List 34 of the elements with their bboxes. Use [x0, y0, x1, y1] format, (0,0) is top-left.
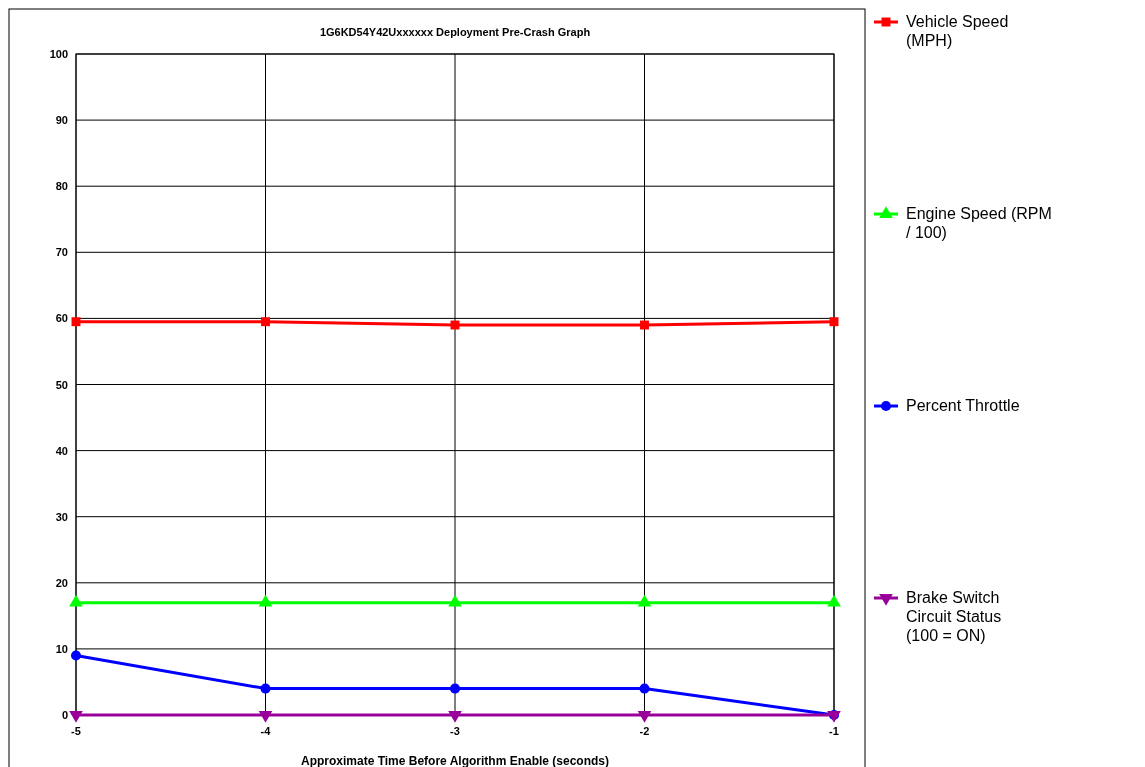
- x-tick-label: -5: [71, 725, 81, 737]
- legend-label: Brake Switch Circuit Status (100 = ON): [906, 589, 1002, 644]
- legend-label: Vehicle Speed (MPH): [906, 13, 1009, 49]
- point: [637, 711, 652, 723]
- legend-label: Percent Throttle: [906, 397, 1020, 414]
- point: [69, 711, 83, 723]
- y-tick-label: 90: [55, 114, 68, 127]
- y-tick-label: 100: [49, 48, 68, 60]
- legend-label: Engine Speed (RPM / 100): [906, 205, 1052, 241]
- point: [258, 711, 273, 723]
- point: [639, 683, 650, 694]
- x-tick-label: -4: [260, 725, 272, 737]
- y-tick-label: 50: [55, 378, 68, 391]
- x-tick-label: -2: [639, 725, 650, 737]
- y-tick-label: 60: [55, 312, 68, 325]
- y-tick-label: 70: [55, 246, 68, 259]
- x-axis-title: Approximate Time Before Algorithm Enable (seconds): [300, 754, 610, 767]
- x-tick-label: -3: [450, 725, 460, 737]
- point: [261, 317, 270, 327]
- chart-title: 1G6KD54Y42Uxxxxxx Deployment Pre-Crash Graph: [319, 26, 591, 38]
- y-tick-label: 10: [55, 642, 68, 655]
- x-tick-label: -1: [829, 725, 839, 737]
- point: [449, 683, 461, 694]
- y-tick-label: 80: [55, 180, 68, 193]
- y-tick-label: 0: [61, 709, 68, 721]
- point: [260, 683, 271, 694]
- point: [71, 317, 81, 327]
- point: [640, 320, 649, 330]
- point: [829, 317, 839, 327]
- y-tick-label: 20: [55, 576, 68, 589]
- point: [448, 711, 462, 723]
- y-tick-label: 30: [55, 510, 68, 523]
- y-tick-label: 40: [55, 444, 68, 457]
- point: [70, 650, 82, 661]
